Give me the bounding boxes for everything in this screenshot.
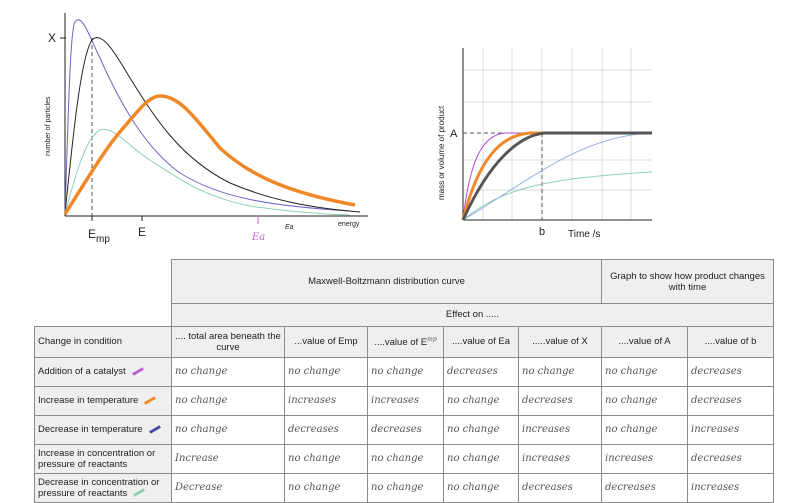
table-cell: decreases [687, 443, 774, 474]
table-cell: decreases [687, 356, 774, 387]
table-row: Increase in temperature no change increase… [34, 385, 774, 416]
table-row: Increase in concentration or pressure of… [34, 443, 774, 474]
col-header-a: ....value of A [601, 325, 688, 358]
table-cell: increases [687, 414, 774, 445]
table-cell: no change [367, 443, 444, 474]
table-cell: no change [443, 472, 519, 503]
table-body: Addition of a catalyst no change no change… [34, 356, 774, 503]
b-label: b [539, 226, 545, 238]
product-time-graph: mass or volume of product Time /s A b [437, 48, 653, 240]
green-curve [64, 129, 351, 216]
table-cell: no change [284, 443, 368, 474]
table-cell: no change [171, 356, 285, 387]
table-cell: no change [284, 356, 368, 387]
table-cell: increases [518, 443, 602, 474]
table-cell: Decrease [171, 472, 285, 503]
group-header-product: Graph to show how product changes with t… [601, 259, 774, 304]
col-header-e: ....value of Emp [367, 325, 444, 358]
table-cell: no change [284, 472, 368, 503]
col-header-b: ....value of b [687, 325, 774, 358]
table-cell: increases [687, 472, 774, 503]
table-cell: no change [601, 356, 688, 387]
blue-product-curve [462, 132, 653, 221]
table-cell: no change [443, 443, 519, 474]
orange-product-curve [461, 131, 652, 221]
table-cell: no change [171, 385, 285, 416]
table-cell: decreases [601, 472, 688, 503]
col-header-emp: ...value of Emp [284, 325, 368, 358]
maxwell-boltzmann-graph: number of particles energy X Emp E Ea Ea [45, 13, 368, 245]
condition-label: Decrease in concentration or pressure of… [34, 472, 172, 503]
purple-product-curve [462, 132, 652, 221]
condition-label: Increase in temperature [34, 385, 172, 416]
table-cell: no change [601, 385, 688, 416]
a-label: A [450, 128, 458, 140]
condition-label: Increase in concentration or pressure of… [34, 443, 172, 474]
table-cell: decreases [284, 414, 368, 445]
table-cell: increases [518, 414, 602, 445]
purple-curve [64, 19, 351, 214]
effect-on-header: Effect on ..... [171, 303, 774, 327]
table-cell: no change [518, 356, 602, 387]
condition-label: Addition of a catalyst [34, 356, 172, 387]
effects-table: Maxwell-Boltzmann distribution curve Gra… [34, 259, 774, 503]
prod-y-label: mass or volume of product [437, 105, 446, 200]
dark-product-curve [461, 131, 652, 221]
col-header-ea: ....value of Ea [443, 325, 519, 358]
table-cell: increases [601, 443, 688, 474]
curve-swatch [133, 488, 146, 498]
table-row: Addition of a catalyst no change no change… [34, 356, 774, 387]
table-row: Decrease in concentration or pressure of… [34, 472, 774, 503]
emp-label: Emp [88, 227, 110, 245]
table-cell: Increase [171, 443, 285, 474]
mb-y-label: number of particles [45, 96, 52, 156]
table-cell: no change [367, 472, 444, 503]
orange-curve [63, 94, 356, 215]
x-marker-label: X [48, 31, 56, 45]
green-product-curve [462, 171, 653, 221]
table-cell: decreases [518, 472, 602, 503]
table-cell: decreases [687, 385, 774, 416]
ea-label: Ea [285, 224, 294, 231]
table-cell: no change [443, 385, 519, 416]
table-cell: no change [367, 356, 444, 387]
col-header-x: .....value of X [518, 325, 602, 358]
table-cell: no change [443, 414, 519, 445]
curve-swatch [131, 367, 144, 376]
ea-handwritten-label: Ea [251, 232, 265, 243]
table-cell: decreases [443, 356, 519, 387]
table-row: Decrease in temperature no change decrease… [34, 414, 774, 445]
curve-swatch [144, 396, 157, 405]
table-cell: increases [367, 385, 444, 416]
mb-x-label: energy [338, 221, 360, 228]
table-cell: decreases [367, 414, 444, 445]
condition-label: Decrease in temperature [34, 414, 172, 445]
table-cell: increases [284, 385, 368, 416]
black-curve [64, 37, 361, 214]
table-cell: decreases [518, 385, 602, 416]
table-cell: no change [171, 414, 285, 445]
row-header: Change in condition [34, 325, 172, 358]
col-header-area: .... total area beneath the curve [171, 325, 285, 358]
group-header-mb: Maxwell-Boltzmann distribution curve [171, 259, 602, 304]
e-label: E [138, 225, 146, 239]
prod-x-label: Time /s [568, 229, 600, 240]
curve-swatch [148, 425, 161, 434]
table-cell: no change [601, 414, 688, 445]
